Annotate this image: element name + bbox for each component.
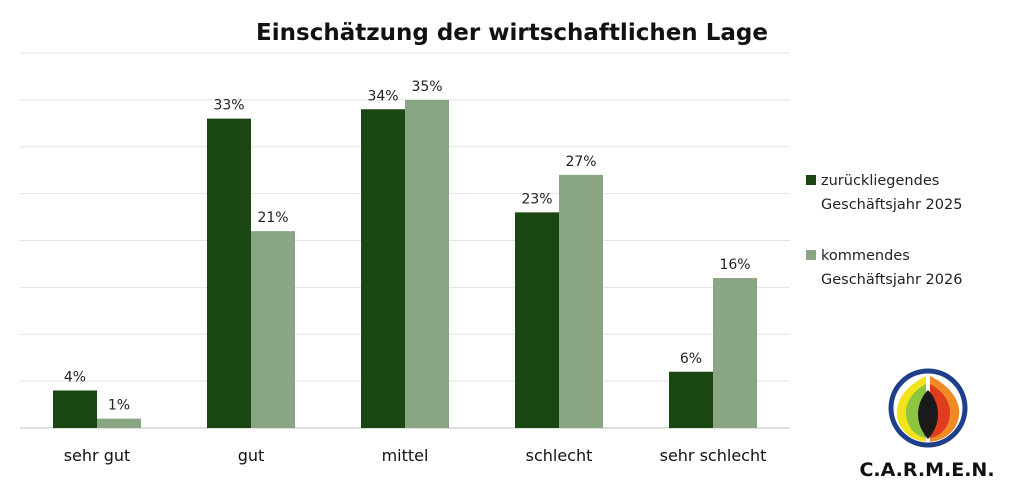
- bar-2025: [207, 118, 251, 428]
- legend-label: zurückliegendes: [821, 173, 939, 189]
- bar-2025: [361, 109, 405, 428]
- data-label: 1%: [108, 398, 130, 414]
- legend-label: Geschäftsjahr 2025: [821, 197, 962, 213]
- category-labels: sehr gut gut mittel schlecht sehr schlecht: [64, 446, 767, 465]
- legend-label: Geschäftsjahr 2026: [821, 272, 962, 288]
- category-label: sehr gut: [64, 446, 131, 465]
- data-label: 4%: [64, 370, 86, 386]
- category-label: gut: [238, 446, 265, 465]
- legend-label: kommendes: [821, 248, 910, 264]
- bar-2025: [53, 390, 97, 428]
- bar-2026: [97, 418, 141, 428]
- category-label: schlecht: [526, 446, 593, 465]
- data-labels: 4% 1% 33% 21% 34% 35% 23% 27% 6% 16%: [64, 79, 751, 414]
- carmen-logo-icon: [888, 368, 968, 448]
- bar-2026: [251, 231, 295, 428]
- bars: [53, 99, 757, 428]
- data-label: 34%: [367, 88, 398, 104]
- data-label: 33%: [213, 98, 244, 114]
- chart-title: Einschätzung der wirtschaftlichen Lage: [256, 20, 768, 46]
- data-label: 35%: [411, 79, 442, 95]
- bar-2025: [669, 371, 713, 428]
- carmen-logo: C.A.R.M.E.N.: [859, 368, 995, 481]
- bar-2026: [405, 99, 449, 428]
- category-label: sehr schlecht: [660, 446, 767, 465]
- carmen-logo-text: C.A.R.M.E.N.: [859, 459, 994, 481]
- legend: zurückliegendes Geschäftsjahr 2025 kommend…: [806, 173, 962, 288]
- data-label: 6%: [680, 351, 702, 367]
- data-label: 21%: [257, 210, 288, 226]
- data-label: 16%: [719, 257, 750, 273]
- legend-swatch: [806, 250, 816, 260]
- bar-2026: [713, 278, 757, 428]
- bar-2026: [559, 174, 603, 428]
- legend-swatch: [806, 175, 816, 185]
- data-label: 27%: [565, 154, 596, 170]
- category-label: mittel: [382, 446, 429, 465]
- data-label: 23%: [521, 191, 552, 207]
- bar-2025: [515, 212, 559, 428]
